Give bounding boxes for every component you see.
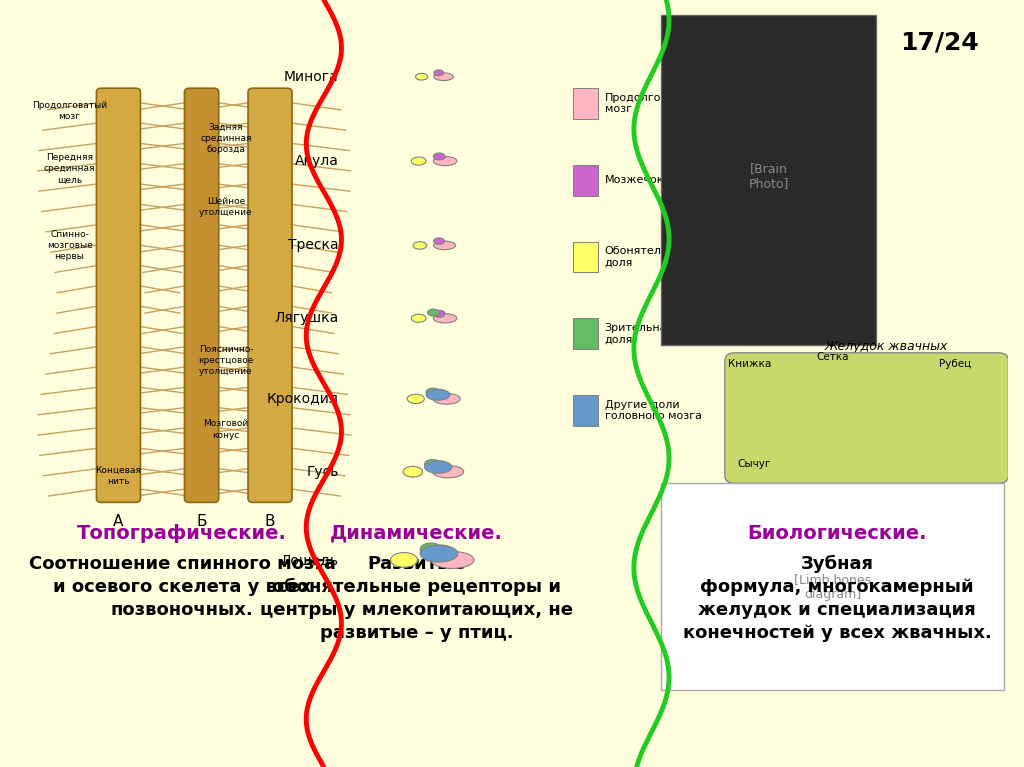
Text: центры у млекопитающих, не: центры у млекопитающих, не — [260, 601, 573, 619]
Text: Продолговатый
мозг: Продолговатый мозг — [604, 93, 696, 114]
Ellipse shape — [412, 314, 426, 322]
Ellipse shape — [432, 466, 464, 478]
Text: Зубная: Зубная — [801, 555, 873, 573]
Ellipse shape — [420, 545, 458, 562]
Text: Соотношение спинного мозга: Соотношение спинного мозга — [29, 555, 336, 573]
Bar — [573, 318, 598, 349]
Ellipse shape — [416, 74, 428, 80]
Bar — [662, 483, 1004, 690]
Ellipse shape — [433, 311, 445, 318]
Text: Б: Б — [197, 514, 207, 529]
Ellipse shape — [431, 545, 453, 558]
Ellipse shape — [433, 390, 446, 397]
Text: Продолговатый
мозг: Продолговатый мозг — [32, 101, 108, 121]
Text: формула, многокамерный: формула, многокамерный — [700, 578, 974, 596]
Text: Пояснично-
крестцовое
утолщение: Пояснично- крестцовое утолщение — [199, 345, 254, 376]
Text: развитые – у птиц.: развитые – у птиц. — [319, 624, 514, 642]
Ellipse shape — [433, 153, 445, 160]
Text: 17/24: 17/24 — [900, 31, 979, 54]
Text: Минога: Минога — [284, 70, 339, 84]
Ellipse shape — [420, 543, 441, 555]
Ellipse shape — [433, 393, 460, 404]
Text: В: В — [265, 514, 275, 529]
Text: Книжка: Книжка — [728, 359, 771, 370]
Ellipse shape — [434, 70, 443, 76]
Bar — [573, 242, 598, 272]
Text: Биологические.: Биологические. — [748, 524, 927, 542]
Text: позвоночных.: позвоночных. — [111, 601, 253, 619]
Ellipse shape — [433, 156, 457, 166]
Bar — [573, 165, 598, 196]
Text: обонятельные рецепторы и: обонятельные рецепторы и — [272, 578, 561, 596]
Text: Передняя
срединная
щель: Передняя срединная щель — [44, 153, 95, 184]
Text: Желудок жвачных: Желудок жвачных — [824, 340, 948, 353]
Ellipse shape — [425, 461, 452, 473]
Ellipse shape — [425, 459, 440, 469]
Text: Мозговой
конус: Мозговой конус — [204, 420, 249, 439]
Text: Гусь: Гусь — [306, 465, 339, 479]
Text: желудок и специализация: желудок и специализация — [698, 601, 976, 619]
FancyBboxPatch shape — [184, 88, 219, 502]
Text: Задняя
срединная
борозда: Задняя срединная борозда — [201, 123, 252, 153]
Ellipse shape — [426, 390, 450, 400]
Text: Лошадь: Лошадь — [281, 553, 339, 567]
Text: Спинно-
мозговые
нервы: Спинно- мозговые нервы — [47, 230, 92, 261]
Text: Топографические.: Топографические. — [77, 524, 287, 542]
Text: [Limb bones
diagram]: [Limb bones diagram] — [794, 573, 871, 601]
Text: Сетка: Сетка — [816, 351, 849, 362]
Text: Крокодил: Крокодил — [266, 392, 339, 406]
Ellipse shape — [433, 241, 456, 250]
Text: [Brain
Photo]: [Brain Photo] — [749, 163, 790, 190]
Text: и осевого скелета у всех: и осевого скелета у всех — [53, 578, 311, 596]
Text: Мозжечок: Мозжечок — [604, 175, 664, 186]
Text: Шейное
утолщение: Шейное утолщение — [200, 197, 253, 217]
Ellipse shape — [433, 314, 457, 323]
Text: Динамические.: Динамические. — [331, 524, 503, 542]
Ellipse shape — [403, 466, 423, 477]
Bar — [573, 395, 598, 426]
Text: А: А — [114, 514, 124, 529]
Text: конечностей у всех жвачных.: конечностей у всех жвачных. — [683, 624, 991, 642]
Text: Обонятельная
доля: Обонятельная доля — [604, 246, 689, 268]
Ellipse shape — [412, 157, 426, 165]
Ellipse shape — [408, 394, 424, 403]
FancyBboxPatch shape — [248, 88, 292, 502]
Text: Треска: Треска — [288, 239, 339, 252]
Ellipse shape — [427, 309, 439, 316]
Text: Рубец: Рубец — [939, 359, 971, 370]
Ellipse shape — [432, 461, 449, 470]
Text: Лягушка: Лягушка — [274, 311, 339, 325]
Text: Концевая
нить: Концевая нить — [95, 466, 141, 486]
Text: Акула: Акула — [295, 154, 339, 168]
Ellipse shape — [426, 388, 439, 396]
Ellipse shape — [431, 551, 474, 568]
Text: Развитые: Развитые — [368, 555, 466, 573]
Ellipse shape — [390, 552, 418, 568]
FancyBboxPatch shape — [725, 353, 1009, 483]
Text: Сычуг: Сычуг — [737, 459, 771, 469]
Text: Другие доли
головного мозга: Другие доли головного мозга — [604, 400, 701, 421]
Text: Зрительная
доля: Зрительная доля — [604, 323, 674, 344]
FancyBboxPatch shape — [96, 88, 140, 502]
Ellipse shape — [433, 238, 444, 245]
Bar — [573, 88, 598, 119]
Ellipse shape — [413, 242, 427, 249]
Ellipse shape — [434, 73, 454, 81]
Bar — [662, 15, 877, 345]
